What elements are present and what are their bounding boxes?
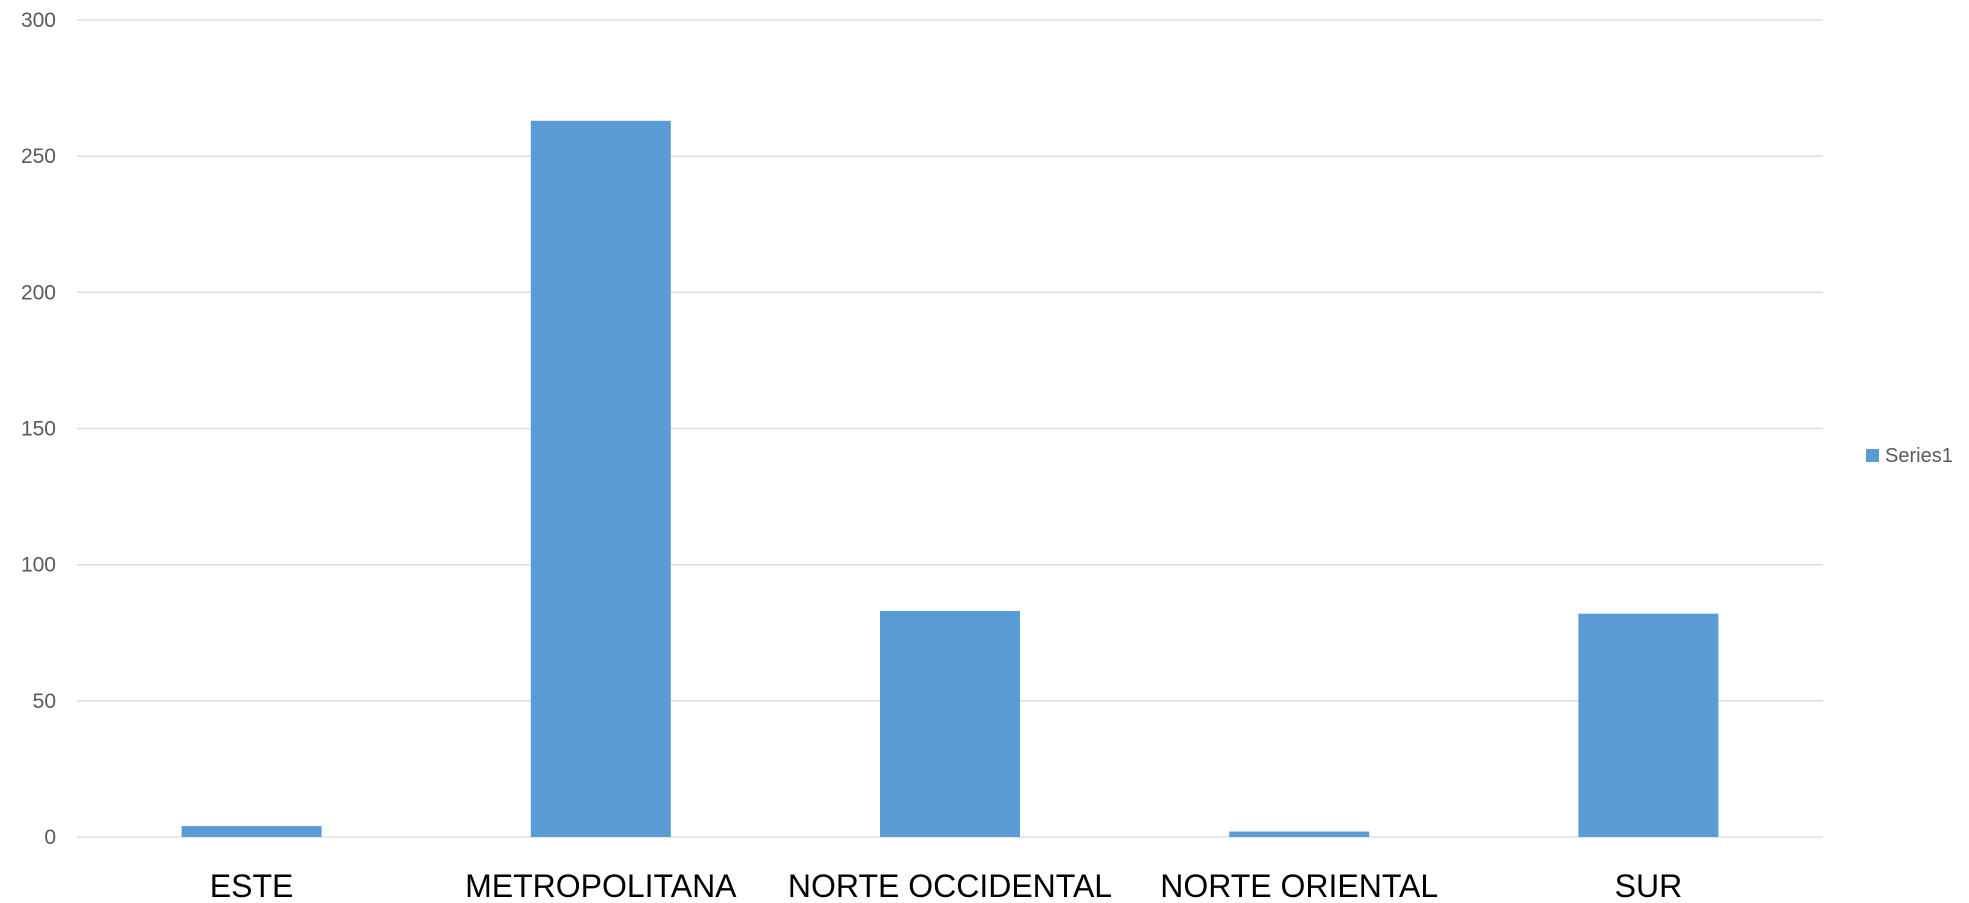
y-tick-label-300: 300 <box>21 9 56 32</box>
bar-norte-oriental <box>1229 831 1370 837</box>
gridlines <box>77 19 1823 838</box>
x-tick-label-norte-occidental: NORTE OCCIDENTAL <box>788 868 1112 903</box>
bar-este <box>181 826 322 837</box>
y-tick-label-100: 100 <box>21 554 56 577</box>
y-tick-label-150: 150 <box>21 418 56 441</box>
bar-metropolitana <box>530 120 671 838</box>
x-tick-label-norte-oriental: NORTE ORIENTAL <box>1160 868 1438 903</box>
x-tick-label-sur: SUR <box>1615 868 1683 903</box>
legend-label-series1: Series1 <box>1885 445 1953 467</box>
x-axis-tick-labels: ESTE METROPOLITANA NORTE OCCIDENTAL NORTE O… <box>210 868 1682 903</box>
x-tick-label-metropolitana: METROPOLITANA <box>465 868 737 903</box>
bars <box>181 120 1719 838</box>
legend-swatch-series1 <box>1866 449 1879 462</box>
y-tick-label-250: 250 <box>21 145 56 168</box>
bar-sur <box>1578 613 1719 837</box>
legend: Series1 <box>1866 445 1953 467</box>
y-tick-label-50: 50 <box>33 690 56 713</box>
y-tick-label-200: 200 <box>21 281 56 304</box>
y-axis-tick-labels: 0 50 100 150 200 250 300 <box>21 9 56 849</box>
y-tick-label-0: 0 <box>44 826 56 849</box>
bar-norte-occidental <box>880 610 1020 837</box>
x-tick-label-este: ESTE <box>210 868 294 903</box>
